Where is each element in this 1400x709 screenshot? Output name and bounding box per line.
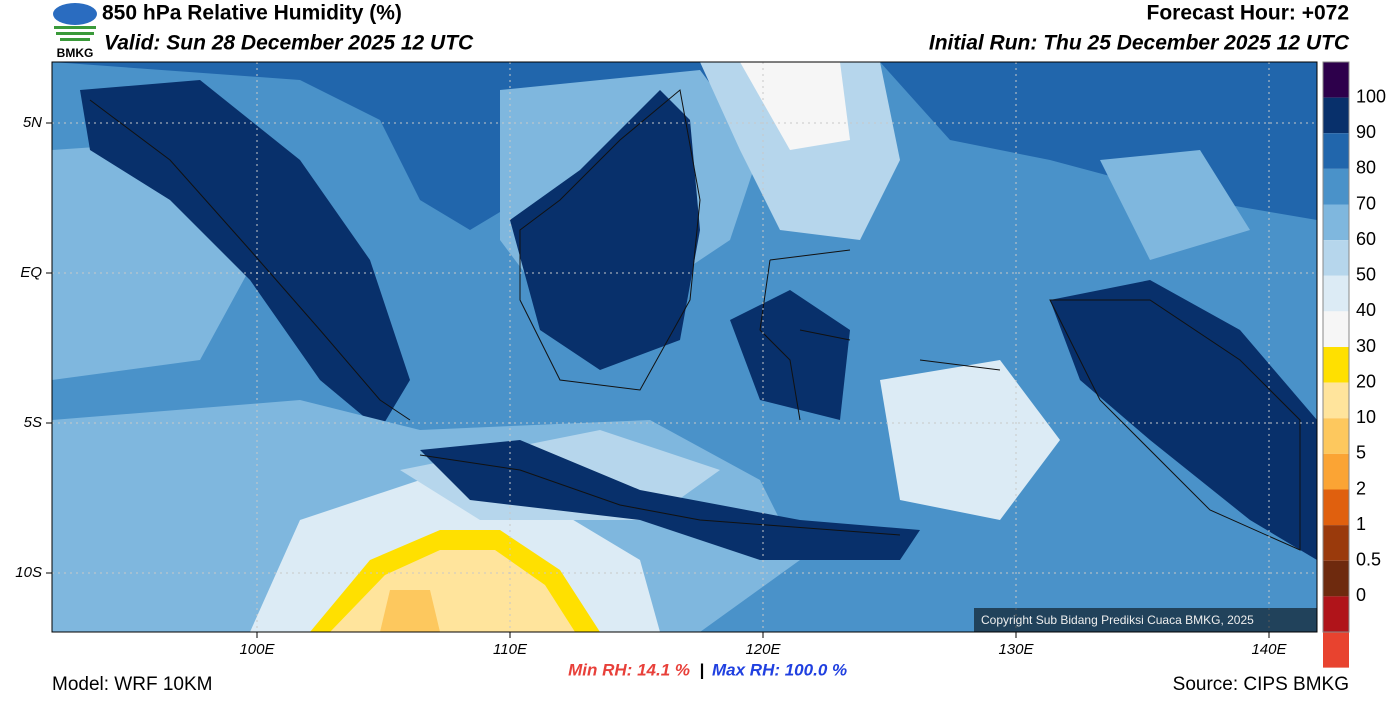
map-axes: 5N EQ 5S 10S 100E 110E 120E 130E 140E: [15, 114, 1287, 658]
field: [730, 290, 850, 420]
field: [1100, 150, 1250, 260]
colorbar-label: 60: [1356, 229, 1376, 249]
valid-time: Valid: Sun 28 December 2025 12 UTC: [104, 32, 474, 55]
colorbar-label: 10: [1356, 407, 1376, 427]
colorbar-swatch: [1323, 347, 1349, 383]
coastline: [89, 89, 1301, 551]
colorbar-label: 2: [1356, 478, 1366, 498]
colorbar-swatch: [1323, 133, 1349, 169]
initial-run: Initial Run: Thu 25 December 2025 12 UTC: [929, 32, 1350, 55]
map: Copyright Sub Bidang Prediksi Cuaca BMKG…: [52, 62, 1317, 632]
field: [380, 590, 440, 632]
colorbar-swatch: [1323, 97, 1349, 134]
logo-globe: [53, 3, 97, 25]
colorbar: 100 90 80 70 60 50 40 30 20 10 5 2 1 0.5 0: [1322, 61, 1386, 668]
colorbar-swatch: [1323, 596, 1349, 632]
lon-label: 100E: [239, 641, 275, 658]
lat-label: 10S: [15, 564, 42, 581]
colorbar-label: 5: [1356, 443, 1366, 463]
colorbar-swatch: [1323, 240, 1349, 276]
colorbar-label: 50: [1356, 265, 1376, 285]
logo-stripe: [60, 38, 90, 41]
colorbar-swatch: [1323, 560, 1349, 597]
colorbar-label: 70: [1356, 193, 1376, 213]
field: [700, 62, 900, 240]
logo: BMKG: [53, 3, 97, 60]
lon-label: 140E: [1251, 641, 1287, 658]
graticule: [52, 62, 1317, 632]
max-rh: Max RH: 100.0 %: [712, 660, 847, 679]
field: [880, 360, 1060, 520]
colorbar-label: 90: [1356, 122, 1376, 142]
colorbar-swatch: [1323, 62, 1349, 98]
logo-stripe: [54, 26, 96, 29]
model: Model: WRF 10KM: [52, 674, 212, 695]
colorbar-swatch: [1323, 168, 1349, 205]
colorbar-swatch: [1323, 632, 1349, 668]
colorbar-label: 40: [1356, 300, 1376, 320]
separator: |: [700, 660, 705, 679]
forecast-hour: Forecast Hour: +072: [1147, 2, 1350, 25]
lon-label: 120E: [745, 641, 781, 658]
field: [80, 80, 410, 430]
colorbar-swatch: [1323, 204, 1349, 241]
colorbar-label: 30: [1356, 336, 1376, 356]
colorbar-label: 100: [1356, 86, 1386, 106]
min-rh: Min RH: 14.1 %: [568, 660, 690, 679]
field: [420, 440, 920, 560]
colorbar-swatch: [1323, 453, 1349, 490]
map-frame: [51, 61, 1318, 633]
field: [1050, 280, 1317, 560]
copyright: Copyright Sub Bidang Prediksi Cuaca BMKG…: [981, 613, 1254, 627]
field: [740, 62, 850, 150]
copyright-box: [974, 608, 1317, 632]
lat-label: 5N: [23, 114, 42, 131]
logo-text: BMKG: [57, 46, 94, 60]
field: [510, 90, 700, 370]
logo-stripe: [56, 32, 94, 35]
lat-label: EQ: [20, 264, 42, 281]
colorbar-label: 80: [1356, 158, 1376, 178]
source: Source: CIPS BMKG: [1173, 674, 1349, 695]
colorbar-label: 20: [1356, 371, 1376, 391]
colorbar-swatch: [1323, 382, 1349, 419]
lon-label: 110E: [493, 641, 528, 658]
colorbar-swatch: [1323, 418, 1349, 454]
title: 850 hPa Relative Humidity (%): [102, 2, 402, 25]
colorbar-swatch: [1323, 311, 1349, 347]
colorbar-swatch: [1323, 275, 1349, 312]
colorbar-frame: [1322, 61, 1350, 633]
colorbar-label: 0: [1356, 585, 1366, 605]
colorbar-label: 1: [1356, 514, 1366, 534]
colorbar-swatch: [1323, 525, 1349, 561]
lon-label: 130E: [998, 641, 1034, 658]
colorbar-label: 0.5: [1356, 550, 1381, 570]
lat-label: 5S: [24, 414, 42, 431]
colorbar-swatch: [1323, 489, 1349, 526]
